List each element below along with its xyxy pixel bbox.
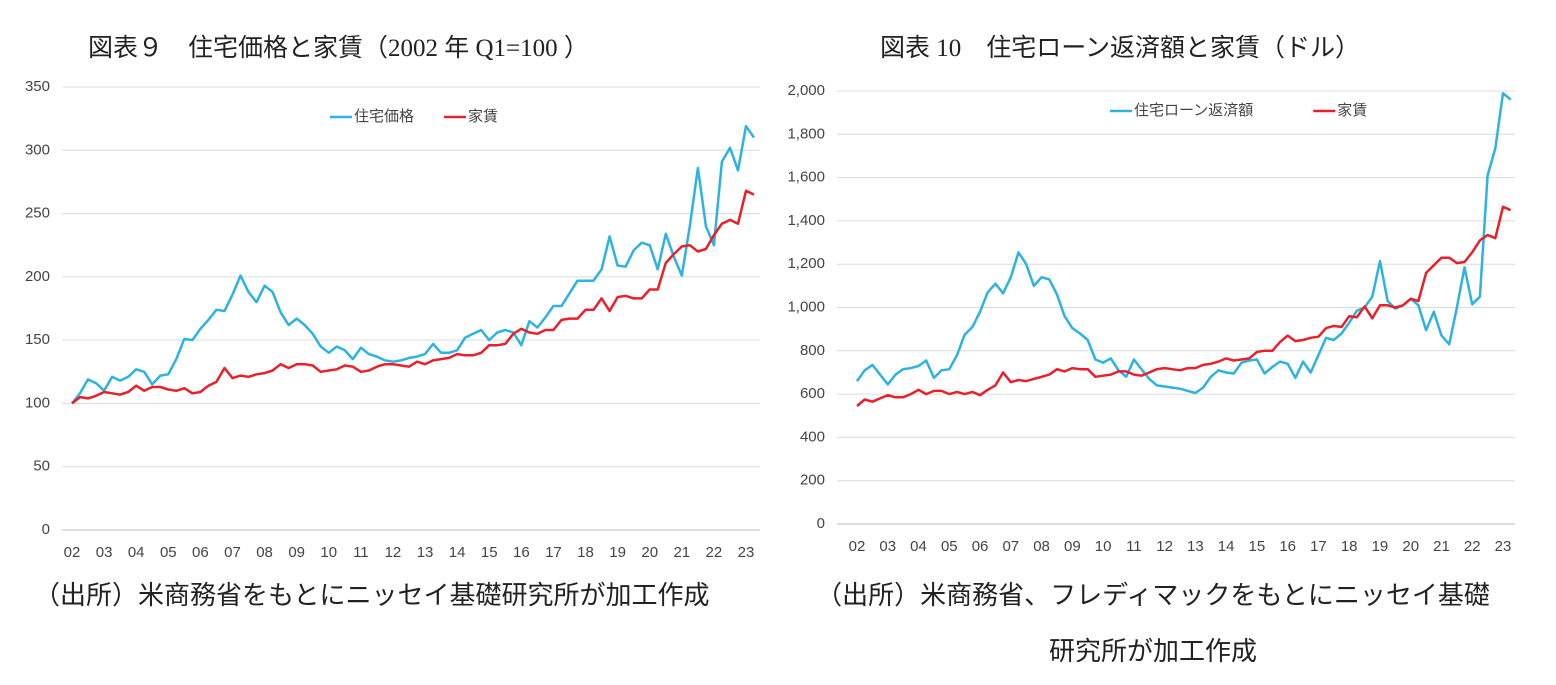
legend-label: 住宅ローン返済額 bbox=[1134, 102, 1253, 119]
x-tick-label: 10 bbox=[320, 544, 337, 561]
x-tick-label: 03 bbox=[879, 538, 896, 555]
x-tick-label: 13 bbox=[1187, 538, 1204, 555]
x-tick-label: 05 bbox=[941, 538, 958, 555]
x-tick-label: 04 bbox=[910, 538, 927, 555]
chart-title: 図表 10 住宅ローン返済額と家賃（ドル） bbox=[880, 35, 1361, 62]
y-tick-label: 200 bbox=[25, 268, 50, 285]
x-tick-label: 18 bbox=[1341, 538, 1358, 555]
x-tick-label: 21 bbox=[673, 544, 690, 561]
legend-label: 家賃 bbox=[1337, 102, 1367, 119]
y-tick-label: 300 bbox=[25, 141, 50, 158]
x-tick-label: 11 bbox=[353, 544, 369, 561]
x-tick-label: 10 bbox=[1095, 538, 1112, 555]
y-tick-label: 350 bbox=[25, 78, 50, 95]
x-tick-label: 15 bbox=[481, 544, 498, 561]
x-tick-label: 12 bbox=[1156, 538, 1173, 555]
y-tick-label: 100 bbox=[25, 394, 50, 411]
y-tick-label: 1,200 bbox=[787, 255, 825, 272]
x-tick-label: 07 bbox=[224, 544, 241, 561]
legend-label: 家賃 bbox=[468, 108, 498, 125]
x-tick-label: 06 bbox=[972, 538, 989, 555]
y-tick-label: 400 bbox=[800, 428, 825, 445]
y-tick-label: 150 bbox=[25, 331, 50, 348]
y-tick-label: 1,400 bbox=[787, 212, 825, 229]
x-tick-label: 22 bbox=[1464, 538, 1481, 555]
x-tick-label: 15 bbox=[1249, 538, 1266, 555]
line-series bbox=[71, 124, 756, 405]
line-series bbox=[71, 189, 755, 405]
y-tick-label: 1,800 bbox=[787, 125, 825, 142]
x-tick-label: 19 bbox=[609, 544, 626, 561]
chart: 0 200 400 600 800 1,000 1,200 1,400 1,600 1,800 2,… bbox=[787, 82, 1515, 555]
x-tick-label: 18 bbox=[577, 544, 594, 561]
x-tick-label: 23 bbox=[1495, 538, 1512, 555]
x-tick-label: 05 bbox=[160, 544, 177, 561]
x-tick-label: 13 bbox=[417, 544, 434, 561]
x-tick-label: 08 bbox=[256, 544, 273, 561]
chart: 0 50 100 150 200 250 300 350 02 03 04 05 06 07 08 09 10 1… bbox=[25, 78, 760, 561]
x-tick-label: 19 bbox=[1372, 538, 1389, 555]
x-tick-label: 20 bbox=[641, 544, 658, 561]
x-tick-label: 16 bbox=[513, 544, 530, 561]
x-tick-label: 20 bbox=[1402, 538, 1419, 555]
y-tick-label: 1,000 bbox=[787, 298, 825, 315]
x-tick-label: 04 bbox=[128, 544, 145, 561]
x-tick-label: 12 bbox=[385, 544, 402, 561]
x-tick-label: 02 bbox=[64, 544, 81, 561]
y-tick-label: 0 bbox=[42, 521, 50, 538]
y-tick-label: 800 bbox=[800, 342, 825, 359]
chart-title: 図表９ 住宅価格と家賃（2002 年 Q1=100 ） bbox=[88, 35, 589, 62]
x-tick-label: 22 bbox=[706, 544, 723, 561]
source-note: （出所）米商務省、フレディマックをもとにニッセイ基礎研究所が加工作成 bbox=[816, 581, 1490, 666]
x-tick-label: 14 bbox=[449, 544, 466, 561]
x-tick-label: 21 bbox=[1433, 538, 1450, 555]
y-tick-label: 1,600 bbox=[787, 169, 825, 186]
x-tick-label: 07 bbox=[1002, 538, 1019, 555]
line-series bbox=[855, 91, 1512, 395]
x-tick-label: 03 bbox=[96, 544, 113, 561]
x-tick-label: 11 bbox=[1126, 538, 1142, 555]
x-tick-label: 23 bbox=[738, 544, 755, 561]
y-tick-label: 2,000 bbox=[787, 82, 825, 99]
x-tick-label: 16 bbox=[1279, 538, 1296, 555]
line-series bbox=[856, 205, 1512, 407]
x-tick-label: 08 bbox=[1033, 538, 1050, 555]
y-tick-label: 250 bbox=[25, 205, 50, 222]
x-tick-label: 06 bbox=[192, 544, 209, 561]
y-tick-label: 600 bbox=[800, 385, 825, 402]
y-tick-label: 200 bbox=[800, 472, 825, 489]
x-tick-label: 09 bbox=[1064, 538, 1081, 555]
x-tick-label: 09 bbox=[288, 544, 305, 561]
x-tick-label: 17 bbox=[545, 544, 562, 561]
x-tick-label: 17 bbox=[1310, 538, 1327, 555]
y-tick-label: 0 bbox=[817, 515, 825, 532]
x-tick-label: 02 bbox=[849, 538, 866, 555]
x-tick-label: 14 bbox=[1218, 538, 1235, 555]
source-note: （出所）米商務省をもとにニッセイ基礎研究所が加工作成 bbox=[34, 581, 710, 610]
legend-label: 住宅価格 bbox=[354, 108, 414, 125]
y-tick-label: 50 bbox=[33, 458, 50, 475]
